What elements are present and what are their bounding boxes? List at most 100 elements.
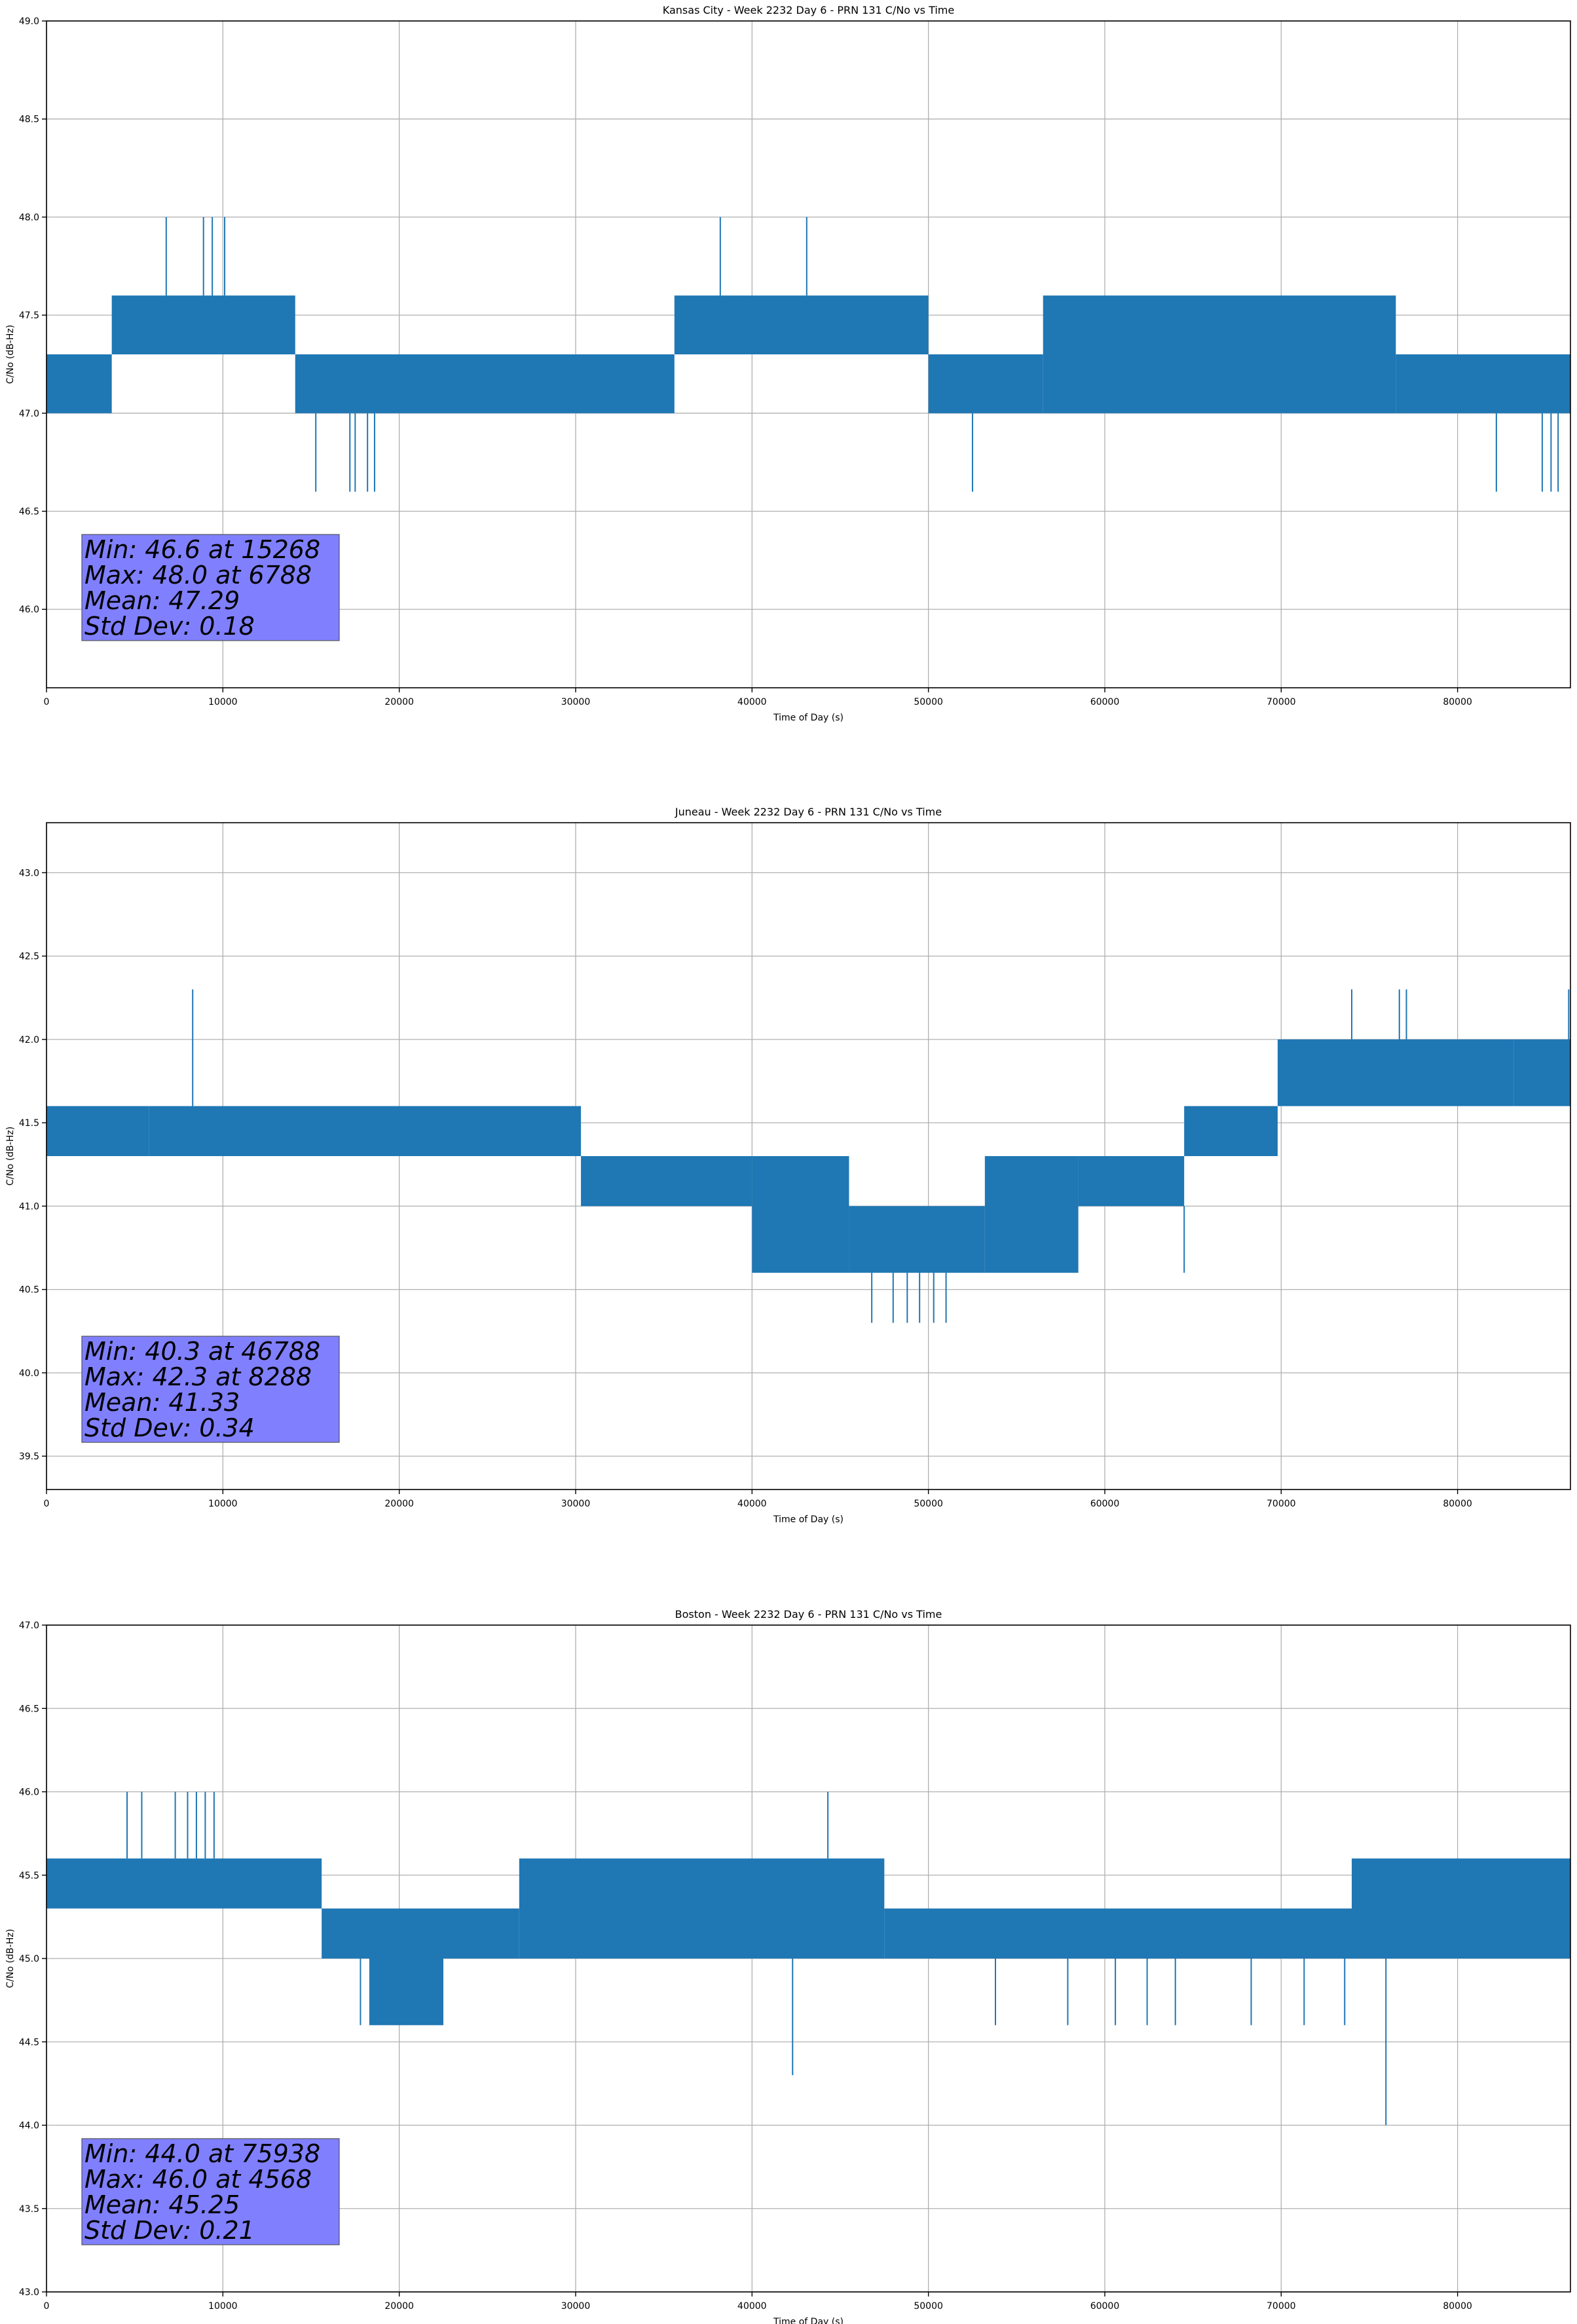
- data-band: [984, 1156, 1079, 1273]
- chart-title: Boston - Week 2232 Day 6 - PRN 131 C/No …: [675, 1608, 942, 1621]
- y-tick-label: 41.0: [19, 1201, 39, 1212]
- y-tick-label: 49.0: [19, 16, 39, 27]
- data-band: [46, 1858, 322, 1909]
- y-tick-label: 45.5: [19, 1871, 39, 1881]
- x-tick-label: 70000: [1267, 697, 1296, 707]
- x-tick-label: 70000: [1267, 2301, 1296, 2312]
- y-tick-label: 44.0: [19, 2121, 39, 2131]
- stats-mean-text: Mean: 47.29: [84, 586, 240, 615]
- chart-panel: 0 10000 20000 30000 40000 50000 60000 70000 8000…: [5, 806, 1571, 1525]
- series-cno: [46, 1791, 1570, 2126]
- x-axis-label: Time of Day (s): [773, 1514, 844, 1525]
- data-band: [1078, 1156, 1185, 1207]
- data-band: [1396, 354, 1570, 413]
- y-tick-label: 46.0: [19, 1788, 39, 1798]
- y-tick-label: 47.0: [19, 1621, 39, 1631]
- x-tick-label: 60000: [1090, 697, 1120, 707]
- y-tick-label: 43.5: [19, 2204, 39, 2215]
- x-tick-label: 10000: [208, 697, 238, 707]
- data-band: [149, 1106, 582, 1156]
- y-tick-label: 46.5: [19, 507, 39, 517]
- x-tick-label: 0: [44, 697, 50, 707]
- stats-std-text: Std Dev: 0.21: [84, 2216, 255, 2245]
- data-band: [581, 1156, 752, 1207]
- stats-box: [81, 534, 340, 641]
- x-tick-label: 30000: [561, 2301, 591, 2312]
- data-band: [295, 354, 675, 413]
- data-band: [111, 295, 295, 354]
- axes-frame: [46, 20, 1571, 688]
- x-tick-label: 50000: [914, 1499, 943, 1509]
- x-tick-label: 30000: [561, 697, 591, 707]
- y-tick-label: 43.0: [19, 2287, 39, 2298]
- y-tick-label: 46.0: [19, 605, 39, 615]
- chart-panel: 0 10000 20000 30000 40000 50000 60000 70000 8000…: [5, 4, 1571, 723]
- series-cno: [46, 217, 1570, 492]
- x-tick-label: 40000: [737, 697, 767, 707]
- data-band: [752, 1156, 849, 1273]
- x-tick-label: 40000: [737, 2301, 767, 2312]
- data-band: [369, 1959, 443, 2025]
- stats-max-text: Max: 46.0 at 4568: [84, 2165, 312, 2194]
- chart-title: Kansas City - Week 2232 Day 6 - PRN 131 …: [663, 4, 954, 16]
- x-tick-label: 10000: [208, 2301, 238, 2312]
- y-tick-label: 44.5: [19, 2037, 39, 2048]
- x-tick-label: 80000: [1443, 2301, 1472, 2312]
- stats-max-text: Max: 42.3 at 8288: [84, 1362, 312, 1391]
- x-tick-label: 50000: [914, 697, 943, 707]
- data-band: [519, 1858, 885, 1959]
- stats-max-text: Max: 48.0 at 6788: [84, 561, 312, 590]
- y-axis-label: C/No (dB-Hz): [5, 325, 16, 384]
- y-axis-label: C/No (dB-Hz): [5, 1127, 16, 1186]
- x-tick-label: 60000: [1090, 1499, 1120, 1509]
- x-tick-label: 20000: [384, 2301, 414, 2312]
- stats-std-text: Std Dev: 0.34: [84, 1414, 255, 1442]
- data-band: [1043, 295, 1396, 413]
- x-axis-label: Time of Day (s): [773, 2317, 844, 2324]
- y-tick-label: 40.5: [19, 1285, 39, 1296]
- stats-mean-text: Mean: 45.25: [84, 2190, 240, 2219]
- x-tick-label: 80000: [1443, 697, 1472, 707]
- data-band: [674, 295, 929, 354]
- stats-min-text: Min: 44.0 at 75938: [84, 2139, 320, 2168]
- x-tick-label: 60000: [1090, 2301, 1120, 2312]
- x-tick-label: 10000: [208, 1499, 238, 1509]
- y-tick-label: 41.5: [19, 1118, 39, 1129]
- stats-min-text: Min: 46.6 at 15268: [84, 535, 320, 564]
- data-band: [1352, 1858, 1570, 1959]
- y-tick-label: 46.5: [19, 1704, 39, 1714]
- x-tick-label: 0: [44, 2301, 50, 2312]
- x-tick-label: 30000: [561, 1499, 591, 1509]
- axes-frame: [46, 822, 1571, 1490]
- data-band: [322, 1908, 519, 1959]
- x-axis-label: Time of Day (s): [773, 713, 844, 723]
- x-tick-label: 50000: [914, 2301, 943, 2312]
- y-tick-label: 48.0: [19, 212, 39, 223]
- series-cno: [46, 989, 1570, 1323]
- stats-box: [81, 1336, 340, 1443]
- chart-title: Juneau - Week 2232 Day 6 - PRN 131 C/No …: [675, 806, 942, 818]
- stats-mean-text: Mean: 41.33: [84, 1388, 240, 1417]
- y-axis-label: C/No (dB-Hz): [5, 1929, 16, 1988]
- y-tick-label: 39.5: [19, 1452, 39, 1462]
- stats-min-text: Min: 40.3 at 46788: [84, 1337, 320, 1366]
- x-tick-label: 20000: [384, 697, 414, 707]
- data-band: [849, 1206, 985, 1273]
- x-tick-label: 0: [44, 1499, 50, 1509]
- stats-box: [81, 2138, 340, 2245]
- y-tick-label: 40.0: [19, 1368, 39, 1379]
- y-tick-label: 48.5: [19, 115, 39, 125]
- x-tick-label: 80000: [1443, 1499, 1472, 1509]
- data-band: [1513, 1039, 1570, 1106]
- y-tick-label: 43.0: [19, 868, 39, 878]
- data-band: [46, 1106, 149, 1156]
- chart-panel: 0 10000 20000 30000 40000 50000 60000 70000 8000…: [5, 1608, 1571, 2324]
- y-tick-label: 47.5: [19, 310, 39, 321]
- y-tick-label: 45.0: [19, 1954, 39, 1964]
- x-tick-label: 70000: [1267, 1499, 1296, 1509]
- stats-std-text: Std Dev: 0.18: [84, 612, 255, 641]
- y-tick-label: 42.5: [19, 952, 39, 962]
- data-band: [46, 354, 112, 413]
- y-tick-label: 47.0: [19, 409, 39, 419]
